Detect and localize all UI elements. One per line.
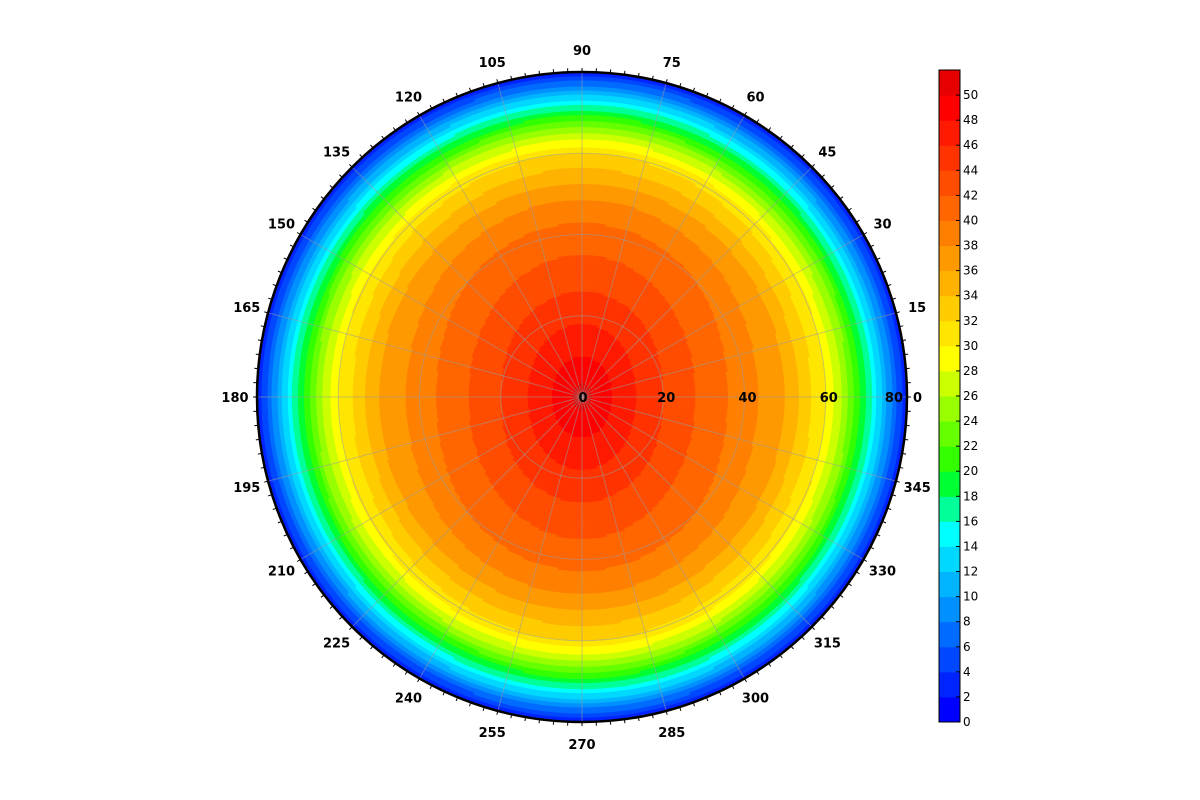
polar-contour-chart: 0153045607590105120135150165180195210225… [221, 44, 978, 753]
